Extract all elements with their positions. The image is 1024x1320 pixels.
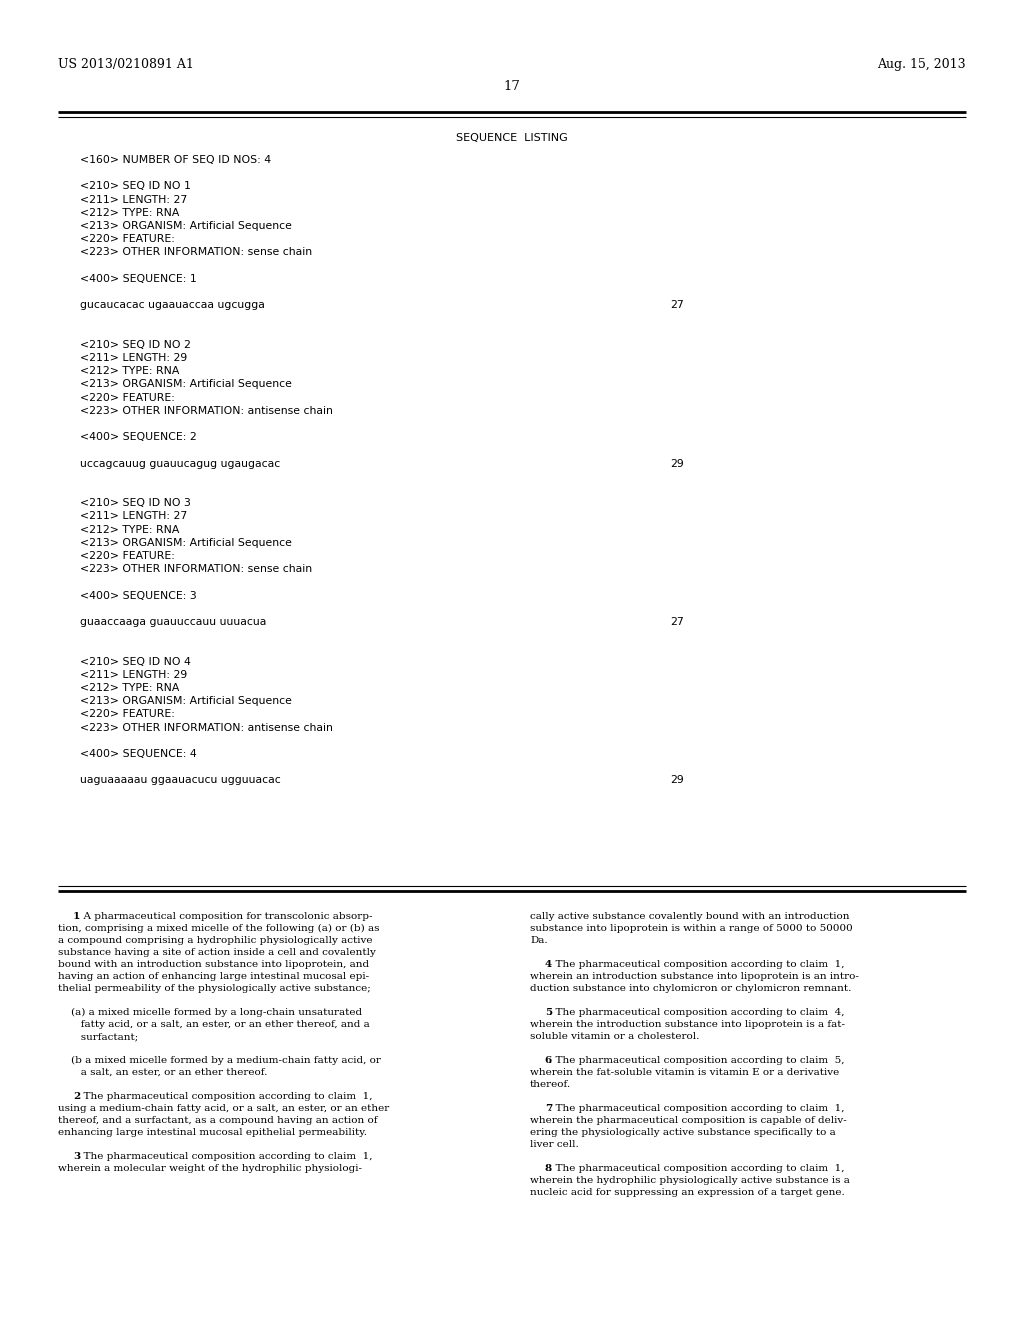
Text: 3: 3 — [73, 1152, 80, 1162]
Text: soluble vitamin or a cholesterol.: soluble vitamin or a cholesterol. — [530, 1032, 699, 1041]
Text: US 2013/0210891 A1: US 2013/0210891 A1 — [58, 58, 194, 71]
Text: wherein the introduction substance into lipoprotein is a fat-: wherein the introduction substance into … — [530, 1020, 845, 1030]
Text: <160> NUMBER OF SEQ ID NOS: 4: <160> NUMBER OF SEQ ID NOS: 4 — [80, 154, 271, 165]
Text: a salt, an ester, or an ether thereof.: a salt, an ester, or an ether thereof. — [58, 1068, 267, 1077]
Text: bound with an introduction substance into lipoprotein, and: bound with an introduction substance int… — [58, 960, 369, 969]
Text: substance having a site of action inside a cell and covalently: substance having a site of action inside… — [58, 948, 376, 957]
Text: wherein an introduction substance into lipoprotein is an intro-: wherein an introduction substance into l… — [530, 972, 859, 981]
Text: fatty acid, or a salt, an ester, or an ether thereof, and a: fatty acid, or a salt, an ester, or an e… — [58, 1020, 370, 1030]
Text: 1: 1 — [73, 912, 80, 921]
Text: . The pharmaceutical composition according to claim  1,: . The pharmaceutical composition accordi… — [549, 1164, 844, 1173]
Text: Da.: Da. — [530, 936, 548, 945]
Text: thereof, and a surfactant, as a compound having an action of: thereof, and a surfactant, as a compound… — [58, 1115, 378, 1125]
Text: having an action of enhancing large intestinal mucosal epi-: having an action of enhancing large inte… — [58, 972, 369, 981]
Text: liver cell.: liver cell. — [530, 1140, 579, 1148]
Text: <210> SEQ ID NO 4: <210> SEQ ID NO 4 — [80, 656, 190, 667]
Text: 27: 27 — [670, 300, 684, 310]
Text: enhancing large intestinal mucosal epithelial permeability.: enhancing large intestinal mucosal epith… — [58, 1129, 367, 1137]
Text: <210> SEQ ID NO 2: <210> SEQ ID NO 2 — [80, 339, 190, 350]
Text: wherein a molecular weight of the hydrophilic physiologi-: wherein a molecular weight of the hydrop… — [58, 1164, 362, 1173]
Text: thereof.: thereof. — [530, 1080, 571, 1089]
Text: wherein the hydrophilic physiologically active substance is a: wherein the hydrophilic physiologically … — [530, 1176, 850, 1185]
Text: <223> OTHER INFORMATION: antisense chain: <223> OTHER INFORMATION: antisense chain — [80, 405, 333, 416]
Text: <223> OTHER INFORMATION: sense chain: <223> OTHER INFORMATION: sense chain — [80, 564, 312, 574]
Text: <400> SEQUENCE: 2: <400> SEQUENCE: 2 — [80, 432, 197, 442]
Text: <210> SEQ ID NO 3: <210> SEQ ID NO 3 — [80, 498, 190, 508]
Text: . The pharmaceutical composition according to claim  1,: . The pharmaceutical composition accordi… — [77, 1152, 372, 1162]
Text: <213> ORGANISM: Artificial Sequence: <213> ORGANISM: Artificial Sequence — [80, 537, 292, 548]
Text: <223> OTHER INFORMATION: antisense chain: <223> OTHER INFORMATION: antisense chain — [80, 722, 333, 733]
Text: <211> LENGTH: 27: <211> LENGTH: 27 — [80, 511, 187, 521]
Text: 17: 17 — [504, 81, 520, 92]
Text: uaguaaaaau ggaauacucu ugguuacac: uaguaaaaau ggaauacucu ugguuacac — [80, 775, 281, 785]
Text: tion, comprising a mixed micelle of the following (a) or (b) as: tion, comprising a mixed micelle of the … — [58, 924, 380, 933]
Text: . The pharmaceutical composition according to claim  1,: . The pharmaceutical composition accordi… — [549, 1104, 844, 1113]
Text: <223> OTHER INFORMATION: sense chain: <223> OTHER INFORMATION: sense chain — [80, 247, 312, 257]
Text: . The pharmaceutical composition according to claim  1,: . The pharmaceutical composition accordi… — [77, 1092, 372, 1101]
Text: 6: 6 — [545, 1056, 552, 1065]
Text: <211> LENGTH: 27: <211> LENGTH: 27 — [80, 194, 187, 205]
Text: <212> TYPE: RNA: <212> TYPE: RNA — [80, 366, 179, 376]
Text: using a medium-chain fatty acid, or a salt, an ester, or an ether: using a medium-chain fatty acid, or a sa… — [58, 1104, 389, 1113]
Text: <210> SEQ ID NO 1: <210> SEQ ID NO 1 — [80, 181, 190, 191]
Text: <220> FEATURE:: <220> FEATURE: — [80, 392, 175, 403]
Text: guaaccaaga guauuccauu uuuacua: guaaccaaga guauuccauu uuuacua — [80, 616, 266, 627]
Text: . The pharmaceutical composition according to claim  1,: . The pharmaceutical composition accordi… — [549, 960, 844, 969]
Text: <211> LENGTH: 29: <211> LENGTH: 29 — [80, 669, 187, 680]
Text: (b a mixed micelle formed by a medium-chain fatty acid, or: (b a mixed micelle formed by a medium-ch… — [58, 1056, 381, 1065]
Text: . The pharmaceutical composition according to claim  4,: . The pharmaceutical composition accordi… — [549, 1008, 844, 1016]
Text: Aug. 15, 2013: Aug. 15, 2013 — [878, 58, 966, 71]
Text: <212> TYPE: RNA: <212> TYPE: RNA — [80, 524, 179, 535]
Text: 5: 5 — [545, 1008, 552, 1016]
Text: (a) a mixed micelle formed by a long-chain unsaturated: (a) a mixed micelle formed by a long-cha… — [58, 1008, 362, 1018]
Text: surfactant;: surfactant; — [58, 1032, 138, 1041]
Text: 8: 8 — [545, 1164, 552, 1173]
Text: <212> TYPE: RNA: <212> TYPE: RNA — [80, 207, 179, 218]
Text: SEQUENCE  LISTING: SEQUENCE LISTING — [456, 133, 568, 143]
Text: ering the physiologically active substance specifically to a: ering the physiologically active substan… — [530, 1129, 836, 1137]
Text: wherein the fat-soluble vitamin is vitamin E or a derivative: wherein the fat-soluble vitamin is vitam… — [530, 1068, 840, 1077]
Text: <213> ORGANISM: Artificial Sequence: <213> ORGANISM: Artificial Sequence — [80, 696, 292, 706]
Text: <220> FEATURE:: <220> FEATURE: — [80, 234, 175, 244]
Text: <220> FEATURE:: <220> FEATURE: — [80, 709, 175, 719]
Text: <400> SEQUENCE: 3: <400> SEQUENCE: 3 — [80, 590, 197, 601]
Text: cally active substance covalently bound with an introduction: cally active substance covalently bound … — [530, 912, 850, 921]
Text: gucaucacac ugaauaccaa ugcugga: gucaucacac ugaauaccaa ugcugga — [80, 300, 265, 310]
Text: <213> ORGANISM: Artificial Sequence: <213> ORGANISM: Artificial Sequence — [80, 379, 292, 389]
Text: . The pharmaceutical composition according to claim  5,: . The pharmaceutical composition accordi… — [549, 1056, 844, 1065]
Text: 7: 7 — [545, 1104, 552, 1113]
Text: 4: 4 — [545, 960, 552, 969]
Text: wherein the pharmaceutical composition is capable of deliv-: wherein the pharmaceutical composition i… — [530, 1115, 847, 1125]
Text: 29: 29 — [670, 775, 684, 785]
Text: duction substance into chylomicron or chylomicron remnant.: duction substance into chylomicron or ch… — [530, 983, 851, 993]
Text: . A pharmaceutical composition for transcolonic absorp-: . A pharmaceutical composition for trans… — [77, 912, 372, 921]
Text: <400> SEQUENCE: 1: <400> SEQUENCE: 1 — [80, 273, 197, 284]
Text: nucleic acid for suppressing an expression of a target gene.: nucleic acid for suppressing an expressi… — [530, 1188, 845, 1197]
Text: thelial permeability of the physiologically active substance;: thelial permeability of the physiologica… — [58, 983, 371, 993]
Text: uccagcauug guauucagug ugaugacac: uccagcauug guauucagug ugaugacac — [80, 458, 281, 469]
Text: 27: 27 — [670, 616, 684, 627]
Text: 29: 29 — [670, 458, 684, 469]
Text: 2: 2 — [73, 1092, 80, 1101]
Text: <400> SEQUENCE: 4: <400> SEQUENCE: 4 — [80, 748, 197, 759]
Text: substance into lipoprotein is within a range of 5000 to 50000: substance into lipoprotein is within a r… — [530, 924, 853, 933]
Text: <213> ORGANISM: Artificial Sequence: <213> ORGANISM: Artificial Sequence — [80, 220, 292, 231]
Text: <211> LENGTH: 29: <211> LENGTH: 29 — [80, 352, 187, 363]
Text: a compound comprising a hydrophilic physiologically active: a compound comprising a hydrophilic phys… — [58, 936, 373, 945]
Text: <220> FEATURE:: <220> FEATURE: — [80, 550, 175, 561]
Text: <212> TYPE: RNA: <212> TYPE: RNA — [80, 682, 179, 693]
